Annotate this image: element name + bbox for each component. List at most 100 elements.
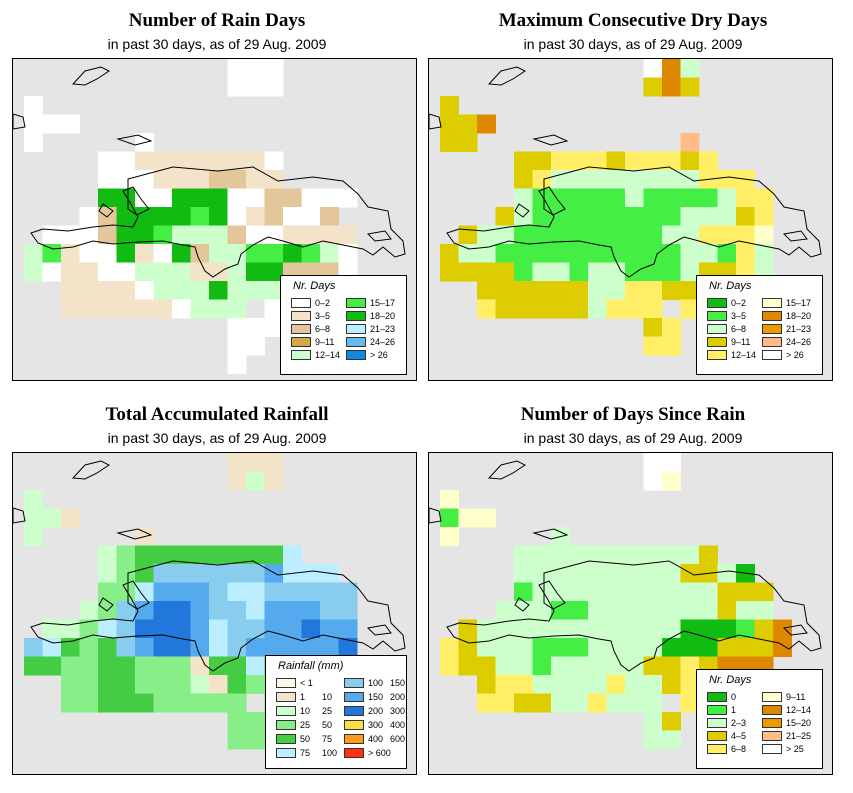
grid-cell — [283, 188, 302, 208]
legend-swatch — [344, 692, 364, 702]
grid-cell — [606, 619, 626, 639]
grid-cell — [551, 299, 570, 319]
grid-cell — [190, 299, 210, 319]
grid-cell — [116, 675, 136, 694]
grid-cell — [135, 262, 154, 282]
grid-cell — [209, 693, 228, 713]
grid-cell — [440, 656, 459, 676]
grid-cell — [246, 545, 265, 565]
grid-cell — [606, 582, 626, 602]
grid-cell — [680, 151, 700, 171]
map-frame: Nr. Days 0–2 3–5 6–8 9–11 12–14 15–17 18–20 21–… — [428, 58, 833, 381]
grid-cell — [190, 170, 210, 189]
grid-cell — [680, 262, 700, 282]
legend-swatch — [346, 324, 366, 334]
grid-cell — [458, 262, 478, 282]
grid-cell — [172, 545, 191, 565]
grid-cell — [643, 693, 663, 713]
grid-cell — [246, 318, 265, 337]
grid-cell — [514, 281, 533, 300]
grid-cell — [264, 151, 284, 171]
grid-cell — [172, 564, 191, 583]
grid-cell — [699, 151, 718, 171]
grid-cell — [116, 582, 136, 602]
legend-swatch — [762, 311, 782, 321]
grid-cell — [440, 114, 459, 134]
grid-cell — [569, 281, 589, 300]
legend-swatch — [707, 311, 727, 321]
grid-cell — [514, 188, 533, 208]
legend-range-high: 100 — [322, 748, 338, 758]
grid-cell — [190, 693, 210, 713]
grid-cell — [736, 244, 755, 263]
grid-cell — [61, 114, 80, 134]
grid-cell — [246, 638, 265, 657]
grid-cell — [153, 564, 173, 583]
grid-cell — [588, 170, 607, 189]
grid-cell — [172, 262, 191, 282]
grid-cell — [24, 244, 43, 263]
legend-swatch — [276, 734, 296, 744]
legend-swatch — [707, 731, 727, 741]
legend-swatch — [707, 718, 727, 728]
grid-cell — [246, 207, 265, 226]
grid-cell — [153, 619, 173, 639]
grid-cell — [514, 675, 533, 694]
grid-cell — [338, 244, 358, 263]
grid-cell — [190, 564, 210, 583]
grid-cell — [209, 262, 228, 282]
legend-range-low: > 600 — [368, 748, 391, 758]
grid-cell — [227, 564, 247, 583]
grid-cell — [116, 656, 136, 676]
coastline — [532, 528, 569, 540]
grid-cell — [662, 207, 681, 226]
map-grid — [13, 59, 406, 374]
grid-cell — [680, 582, 700, 602]
coastline — [487, 66, 526, 86]
grid-cell — [190, 656, 210, 676]
legend: Rainfall (mm) < 1 1 10 10 25 25 50 50 75 75 100 100… — [265, 655, 407, 769]
legend-label: 0 — [731, 692, 737, 702]
grid-cell — [338, 225, 358, 245]
grid-cell — [190, 281, 210, 300]
grid-cell — [736, 601, 755, 620]
legend-label: 1 — [731, 705, 737, 715]
grid-cell — [588, 188, 607, 208]
grid-cell — [246, 619, 265, 639]
grid-cell — [227, 619, 247, 639]
grid-cell — [551, 262, 570, 282]
legend-swatch — [707, 744, 727, 754]
grid-cell — [246, 601, 265, 620]
grid-cell — [680, 133, 700, 152]
grid-cell — [135, 281, 154, 300]
grid-cell — [699, 638, 718, 657]
grid-cell — [569, 170, 589, 189]
grid-cell — [153, 188, 173, 208]
grid-cell — [61, 619, 80, 639]
grid-cell — [680, 244, 700, 263]
legend-swatch — [762, 298, 782, 308]
grid-cell — [440, 133, 459, 152]
legend-swatch — [762, 350, 782, 360]
grid-cell — [495, 675, 515, 694]
grid-cell — [172, 582, 191, 602]
grid-cell — [440, 244, 459, 263]
grid-cell — [209, 656, 228, 676]
grid-cell — [514, 244, 533, 263]
legend-label: 9–11 — [786, 692, 806, 702]
grid-cell — [227, 59, 247, 78]
grid-cell — [246, 281, 265, 300]
legend-label: 21–25 — [786, 731, 812, 741]
grid-cell — [79, 225, 99, 245]
grid-cell — [606, 545, 626, 565]
grid-cell — [227, 244, 247, 263]
grid-cell — [227, 207, 247, 226]
grid-cell — [662, 170, 681, 189]
grid-cell — [264, 453, 284, 472]
grid-cell — [440, 508, 459, 528]
grid-cell — [569, 188, 589, 208]
grid-cell — [338, 601, 358, 620]
grid-cell — [283, 638, 302, 657]
map-grid — [429, 59, 822, 356]
grid-cell — [301, 638, 321, 657]
